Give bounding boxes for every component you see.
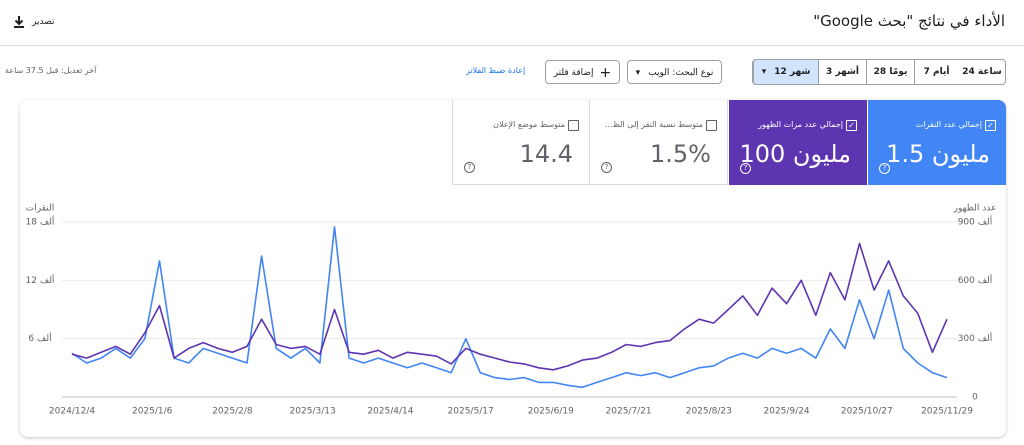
metric-label: إجمالي عدد مرات الظهور [758, 120, 843, 129]
x-tick-label: 2025/5/17 [448, 407, 494, 417]
date-range-option[interactable]: 24 ساعة [962, 67, 1002, 77]
last-updated: آخر تعديل: قبل 37.5 ساعة [5, 66, 97, 75]
x-tick-label: 2025/9/24 [764, 407, 810, 417]
export-label: تصدير [32, 17, 55, 27]
search-type-button[interactable]: ▾ نوع البحث: الويب [627, 60, 722, 84]
x-tick-label: 2025/2/8 [212, 407, 253, 417]
x-tick-label: 2025/10/27 [841, 407, 893, 417]
caret: ▾ [635, 68, 641, 78]
divider [0, 45, 1024, 46]
x-tick-label: 2025/7/21 [606, 407, 652, 417]
help-icon[interactable]: ? [464, 162, 475, 173]
y2-tick-label: 300 ألف [958, 332, 993, 344]
metric-card[interactable]: ✓ إجمالي عدد مرات الظهور 100 مليون ? [729, 100, 867, 185]
y2-tick-label: 900 ألف [958, 216, 993, 228]
y2-tick-label: 0 [972, 393, 978, 403]
search-type-label: نوع البحث: الويب [648, 68, 714, 78]
y2-tick-label: 600 ألف [958, 274, 993, 286]
reset-filters-link[interactable]: إعادة ضبط الفلاتر [466, 66, 526, 75]
y-tick-label: 18 ألف [26, 216, 55, 228]
date-range-selected[interactable]: ▾ 12 شهر [753, 60, 818, 84]
metric-value: 100 مليون [739, 140, 851, 168]
metric-card[interactable]: ✓ إجمالي عدد النقرات 1.5 مليون ? [868, 100, 1006, 185]
x-tick-label: 2025/4/14 [367, 407, 413, 417]
help-icon[interactable]: ? [601, 162, 612, 173]
metric-label: متوسط نسبة النقر إلى الظ... [604, 120, 703, 129]
x-tick-label: 2025/11/29 [921, 407, 973, 417]
checkbox[interactable]: ✓ [985, 120, 996, 131]
add-filter-button[interactable]: إضافة فلتر + [545, 60, 620, 84]
metric-card[interactable]: متوسط نسبة النقر إلى الظ... 1.5% ? [590, 100, 728, 185]
help-icon[interactable]: ? [740, 163, 751, 174]
metric-value: 1.5% [650, 140, 711, 168]
metric-label: متوسط موضع الإعلان [493, 120, 565, 129]
date-range-option[interactable]: 7 أيام [914, 60, 958, 84]
caret: ▾ [761, 67, 767, 77]
export-button[interactable]: تصدير [12, 12, 55, 32]
plus-icon: + [599, 65, 612, 81]
date-range-option[interactable]: 3 أشهر [818, 60, 866, 84]
metric-value: 1.5 مليون [886, 140, 990, 168]
x-tick-label: 2025/3/13 [290, 407, 336, 417]
checkbox[interactable] [706, 120, 717, 131]
y-tick-label: 12 ألف [26, 274, 55, 286]
help-icon[interactable]: ? [879, 163, 890, 174]
x-tick-label: 2025/6/19 [528, 407, 574, 417]
x-tick-label: 2025/8/23 [686, 407, 732, 417]
y-axis-title: النقرات [26, 204, 54, 214]
x-tick-label: 2025/1/6 [132, 407, 173, 417]
x-tick-label: 2024/12/4 [49, 407, 95, 417]
date-range-option[interactable]: 28 يومًا [866, 60, 914, 84]
page-title: الأداء في نتائج "بحث Google" [813, 12, 1005, 30]
date-range-label: 12 شهر [774, 67, 811, 77]
series-line [71, 226, 948, 389]
metric-value: 14.4 [519, 140, 573, 168]
date-range-group [752, 59, 1006, 85]
checkbox[interactable] [568, 120, 579, 131]
add-filter-label: إضافة فلتر [553, 68, 594, 78]
y2-axis-title: عدد الظهور [953, 204, 997, 214]
metric-card[interactable]: متوسط موضع الإعلان 14.4 ? [452, 100, 590, 185]
series-line [71, 242, 948, 371]
metric-label: إجمالي عدد النقرات [915, 120, 982, 129]
download-icon [14, 16, 24, 28]
checkbox[interactable]: ✓ [846, 120, 857, 131]
y-tick-label: 6 ألف [28, 332, 51, 344]
